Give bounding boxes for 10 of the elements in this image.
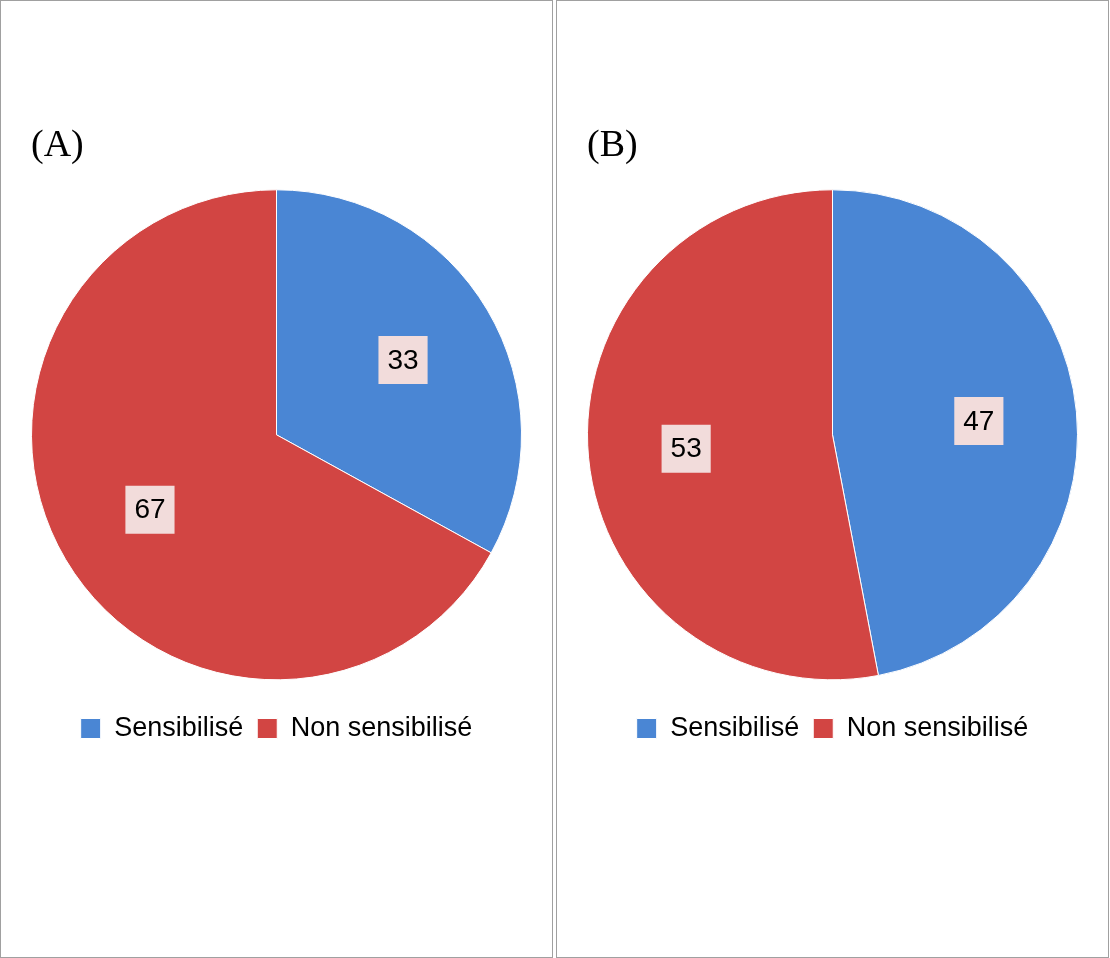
legend-label: Non sensibilisé bbox=[290, 711, 473, 742]
legend-label: Non sensibilisé bbox=[846, 711, 1029, 742]
chart-title: (A) bbox=[31, 121, 84, 165]
data-label: 67 bbox=[134, 493, 166, 525]
chart-title: (B) bbox=[587, 121, 638, 165]
data-label: 33 bbox=[387, 343, 419, 375]
legend-label: Sensibilisé bbox=[670, 711, 800, 742]
data-label: 47 bbox=[963, 404, 995, 436]
legend-label: Sensibilisé bbox=[114, 711, 244, 742]
data-label: 53 bbox=[670, 432, 702, 464]
